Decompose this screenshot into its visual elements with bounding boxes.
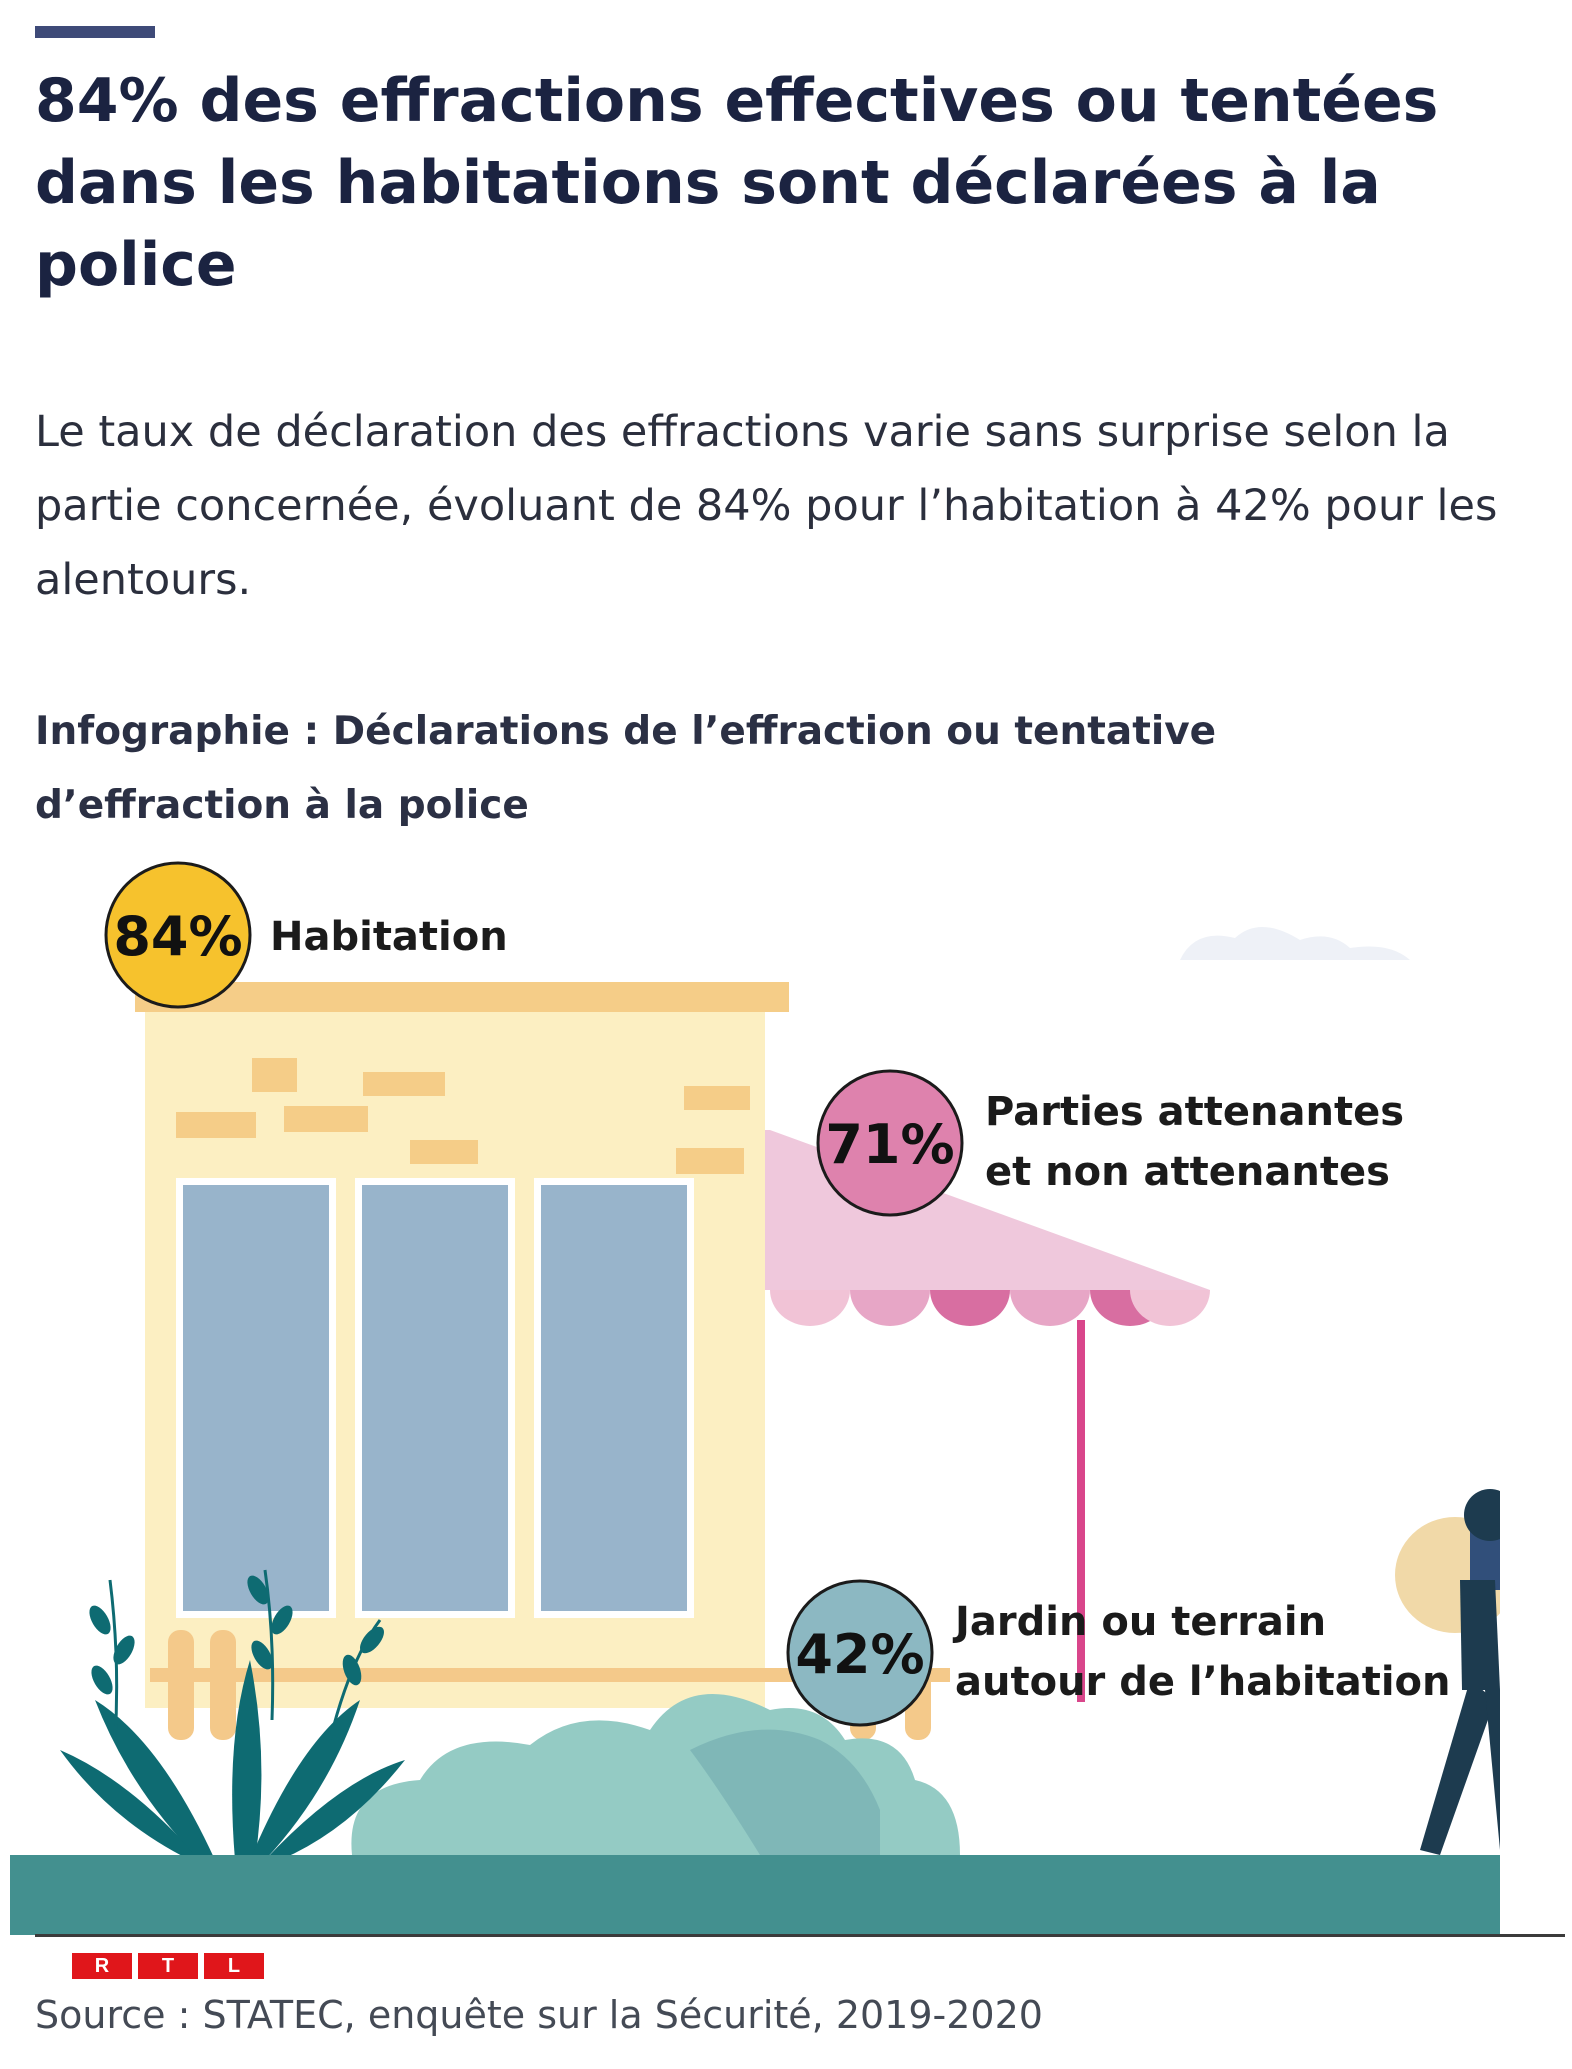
value-label-2: 71% (825, 1113, 954, 1176)
scene-mask (1500, 860, 1572, 1935)
bush-shade (690, 1729, 880, 1855)
awning-pole (1077, 1320, 1085, 1702)
value-badge-2 (816, 1069, 964, 1217)
value-badge-1 (104, 861, 252, 1009)
plant-leaflets (89, 1575, 384, 1695)
source-note: Source : STATEC, enquête sur la Sécurité… (35, 1993, 1043, 2037)
logo-letter-l: L (204, 1953, 264, 1979)
burglar-figure (1395, 1489, 1516, 1855)
accent-bar (35, 26, 155, 38)
house-windows (176, 1178, 694, 1618)
category-label-3-line-2: autour de l’habitation (955, 1659, 1451, 1705)
leafy-plant (60, 1660, 405, 1860)
ground-strip (10, 1855, 1500, 1935)
category-label-2-line-1: Parties attenantes (985, 1089, 1404, 1135)
footer-divider (35, 1934, 1565, 1937)
lede-paragraph: Le taux de déclaration des effractions v… (35, 407, 1498, 605)
logo-letter-r: R (72, 1953, 132, 1979)
wall-bricks (176, 1058, 750, 1174)
house-roof (135, 982, 789, 1012)
value-label-3: 42% (795, 1623, 924, 1686)
category-label-1-line-1: Habitation (270, 914, 508, 960)
chart-title: Infographie : Déclarations de l’effracti… (35, 709, 1217, 828)
infographic-illustration: 84% Habitation 71% Parties attenantes et non… (10, 860, 1572, 1935)
cloud-shape (1180, 926, 1410, 960)
category-label-2-line-2: et non attenantes (985, 1149, 1390, 1195)
value-label-1: 84% (113, 905, 242, 968)
category-label-3-line-1: Jardin ou terrain (952, 1599, 1326, 1645)
logo-letter-t: T (138, 1953, 198, 1979)
awning-scallops (770, 1290, 1210, 1326)
page-title: 84% des effractions effectives ou tentée… (35, 66, 1439, 300)
value-badge-3 (786, 1579, 934, 1727)
rtl-logo: R T L (72, 1953, 264, 1979)
